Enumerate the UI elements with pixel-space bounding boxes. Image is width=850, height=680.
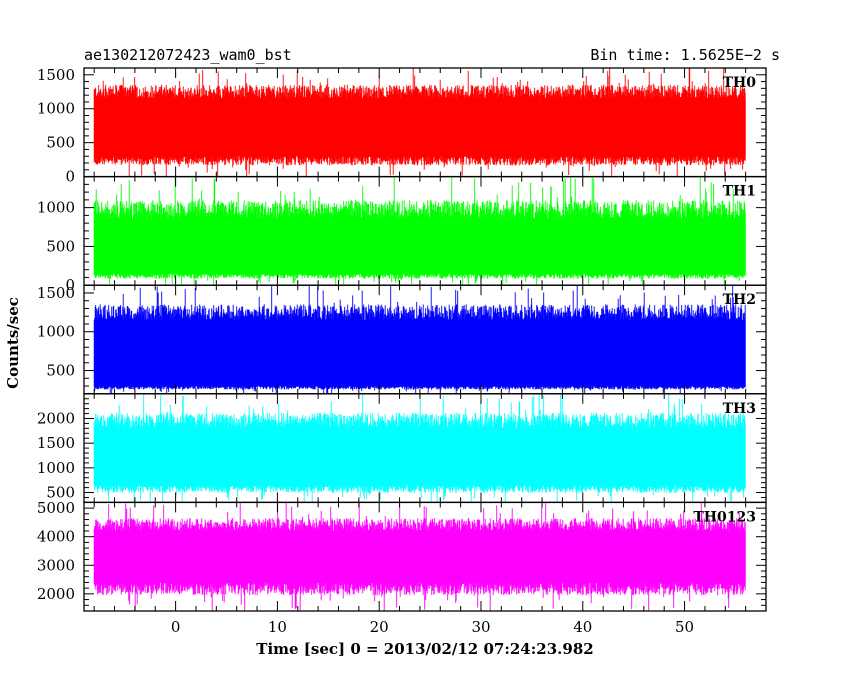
y-tick-label: 0 bbox=[65, 276, 75, 294]
x-tick-label: 0 bbox=[171, 618, 181, 636]
panel-th2: 500 1000 1500 TH2 bbox=[37, 284, 767, 395]
y-tick-label: 1500 bbox=[37, 434, 75, 452]
y-tick-label: 500 bbox=[46, 362, 75, 380]
y-tick-label: 1000 bbox=[37, 100, 75, 118]
y-tick-label: 500 bbox=[46, 484, 75, 502]
x-tick-label: 30 bbox=[471, 618, 490, 636]
panel-label-th0123: TH0123 bbox=[693, 509, 756, 525]
y-tick-label: 500 bbox=[46, 134, 75, 152]
y-tick-label: 1000 bbox=[37, 199, 75, 217]
y-tick-label: 1500 bbox=[37, 66, 75, 84]
y-tick-label: 1000 bbox=[37, 323, 75, 341]
series-band-th0123 bbox=[94, 530, 746, 583]
y-tick-label: 2000 bbox=[37, 409, 75, 427]
panel-th1: 0 500 1000 TH1 bbox=[37, 175, 767, 294]
chart-title-right: Bin time: 1.5625E−2 s bbox=[590, 46, 780, 64]
panel-th0: 0 500 1000 1500 TH0 bbox=[37, 66, 767, 186]
x-axis-label: Time [sec] 0 = 2013/02/12 07:24:23.982 bbox=[256, 640, 593, 658]
panel-label-th3: TH3 bbox=[723, 401, 756, 417]
x-tick-label: 20 bbox=[370, 618, 389, 636]
y-tick-label: 2000 bbox=[37, 585, 75, 603]
y-tick-label: 3000 bbox=[37, 556, 75, 574]
y-tick-label: 4000 bbox=[37, 528, 75, 546]
y-tick-label: 500 bbox=[46, 237, 75, 255]
series-band-th0 bbox=[94, 98, 746, 157]
x-tick-label: 40 bbox=[573, 618, 592, 636]
panel-frame bbox=[83, 501, 767, 612]
y-tick-label: 0 bbox=[65, 168, 75, 186]
y-tick-label: 1000 bbox=[37, 459, 75, 477]
panel-label-th1: TH1 bbox=[723, 184, 756, 200]
panel-label-th2: TH2 bbox=[723, 292, 756, 308]
y-tick-label: 5000 bbox=[37, 499, 75, 517]
y-axis-label: Counts/sec bbox=[4, 297, 22, 389]
y-tick-label: 1500 bbox=[37, 284, 75, 302]
panel-th3: 500 1000 1500 2000 TH3 bbox=[37, 393, 767, 504]
series-band-th2 bbox=[94, 320, 746, 387]
x-tick-label: 50 bbox=[675, 618, 694, 636]
panel-label-th0: TH0 bbox=[723, 75, 757, 91]
series-band-th3 bbox=[94, 428, 746, 486]
series-band-th1 bbox=[94, 219, 746, 274]
chart-title-left: ae130212072423_wam0_bst bbox=[84, 46, 292, 64]
x-tick-label: 10 bbox=[268, 618, 287, 636]
panel-th0123: 2000 3000 4000 5000 TH0123 bbox=[37, 499, 767, 612]
